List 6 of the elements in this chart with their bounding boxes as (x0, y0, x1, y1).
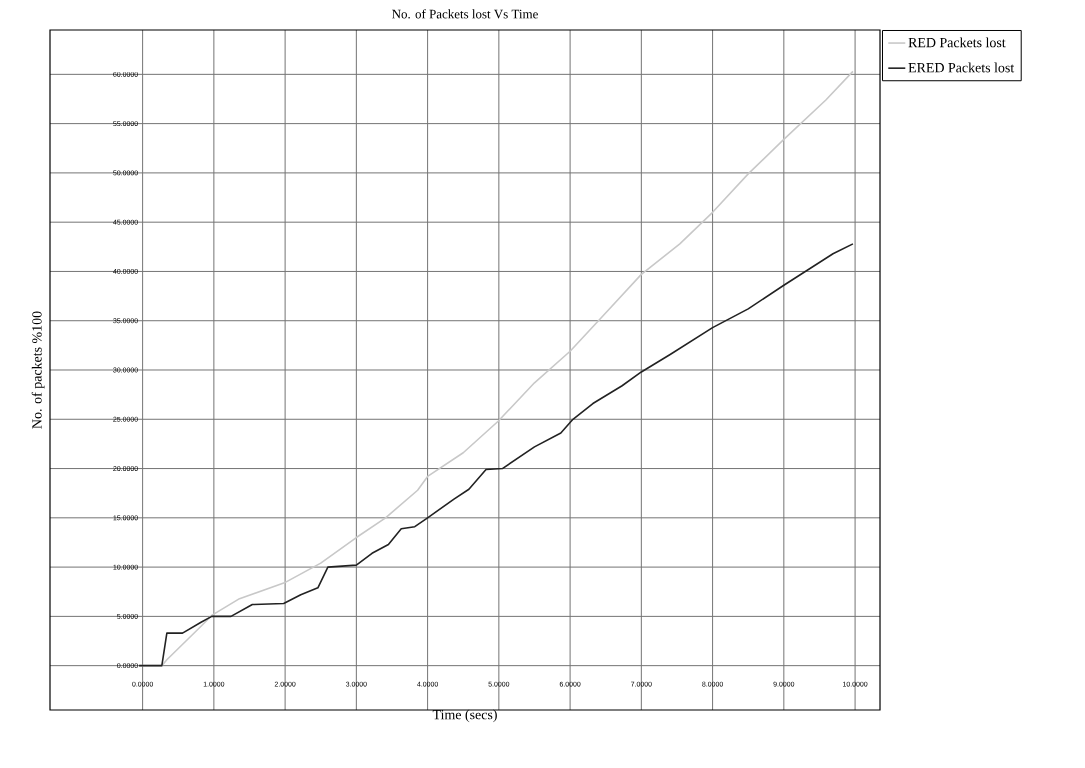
legend-label: RED Packets lost (908, 37, 1006, 48)
line-series (138, 243, 854, 667)
chart-title: No. of Packets lost Vs Time (392, 9, 538, 19)
x-axis-title: Time (secs) (432, 709, 497, 723)
y-axis-title: No. of packets %100 (31, 311, 45, 429)
legend-label: ERED Packets lost (908, 62, 1015, 73)
